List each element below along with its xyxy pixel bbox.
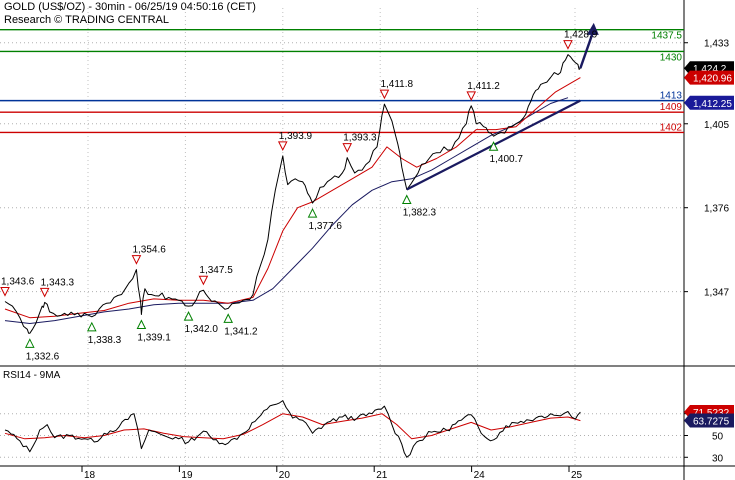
peak-marker [379, 89, 390, 100]
trough-marker [401, 194, 412, 204]
peak-label: 1,354.6 [132, 245, 166, 256]
rsi-tick-label: 50 [712, 431, 724, 442]
fast-moving-average [4, 77, 581, 319]
rsi-badge: 63.7275 [693, 417, 730, 428]
peak-label: 1,393.3 [343, 133, 377, 144]
price-badge: 1,420.96 [693, 74, 732, 85]
level-label: 1402 [660, 122, 683, 133]
trough-label: 1,400.7 [490, 154, 524, 165]
peak-marker [0, 286, 10, 297]
trough-label: 1,342.0 [185, 324, 219, 335]
chart-source: Research © TRADING CENTRAL [4, 14, 169, 26]
day-tick-label: 21 [376, 470, 388, 480]
trough-label: 1,377.6 [309, 221, 343, 232]
day-tick-label: 25 [571, 470, 583, 480]
level-label: 1430 [660, 52, 683, 63]
peak-marker [277, 141, 288, 152]
peak-label: 1,428.9 [564, 30, 598, 41]
slow-moving-average [4, 97, 569, 324]
peak-marker [39, 287, 50, 298]
chart-title: GOLD (US$/OZ) - 30min - 06/25/19 04:50:1… [4, 1, 256, 13]
price-tick-label: 1,433 [704, 39, 729, 50]
trough-marker [24, 338, 35, 348]
trough-marker [136, 319, 147, 330]
price-badge-bg [684, 95, 734, 110]
rsi-tick-label: 30 [712, 453, 724, 464]
price-tick-label: 1,405 [704, 120, 729, 131]
trough-marker [183, 310, 194, 321]
trough-marker [307, 207, 318, 218]
trough-label: 1,332.6 [26, 351, 60, 362]
price-badge-bg [684, 70, 734, 85]
trough-label: 1,382.3 [403, 207, 437, 218]
peak-marker [466, 91, 477, 101]
day-tick-label: 24 [474, 470, 486, 480]
peak-label: 1,343.3 [41, 277, 75, 288]
trough-label: 1,338.3 [88, 335, 122, 346]
trough-marker [488, 141, 499, 151]
level-label: 1409 [660, 102, 683, 113]
rsi-line [4, 400, 581, 458]
forecast-arrow-head [586, 22, 599, 35]
peak-marker [131, 255, 142, 265]
peak-label: 1,393.9 [279, 131, 313, 142]
trough-marker [86, 321, 97, 332]
peak-marker [198, 275, 209, 286]
peak-label: 1,343.6 [1, 276, 35, 287]
trough-label: 1,339.1 [137, 333, 171, 344]
rsi-title: RSI14 - 9MA [3, 370, 61, 381]
level-label: 1437.5 [651, 31, 682, 42]
peak-label: 1,347.5 [199, 265, 233, 276]
level-label: 1413 [660, 91, 683, 102]
forecast-arrow-shaft [579, 32, 594, 69]
day-tick-label: 20 [279, 470, 291, 480]
peak-label: 1,411.2 [467, 81, 500, 92]
price-badge: 1,412.25 [693, 99, 732, 110]
peak-marker [342, 143, 353, 153]
price-badge: 1,424.2 [693, 64, 727, 75]
rsi-ma-line [4, 413, 581, 440]
price-tick-label: 1,376 [704, 204, 729, 215]
peak-label: 1,411.8 [380, 79, 413, 90]
day-tick-label: 18 [84, 470, 96, 480]
peak-marker [563, 40, 573, 50]
rsi-badge-bg [684, 413, 734, 428]
trough-label: 1,341.2 [224, 326, 258, 337]
day-tick-label: 19 [181, 470, 193, 480]
trough-marker [223, 313, 234, 323]
price-line [4, 54, 581, 334]
price-tick-label: 1,347 [704, 288, 729, 299]
